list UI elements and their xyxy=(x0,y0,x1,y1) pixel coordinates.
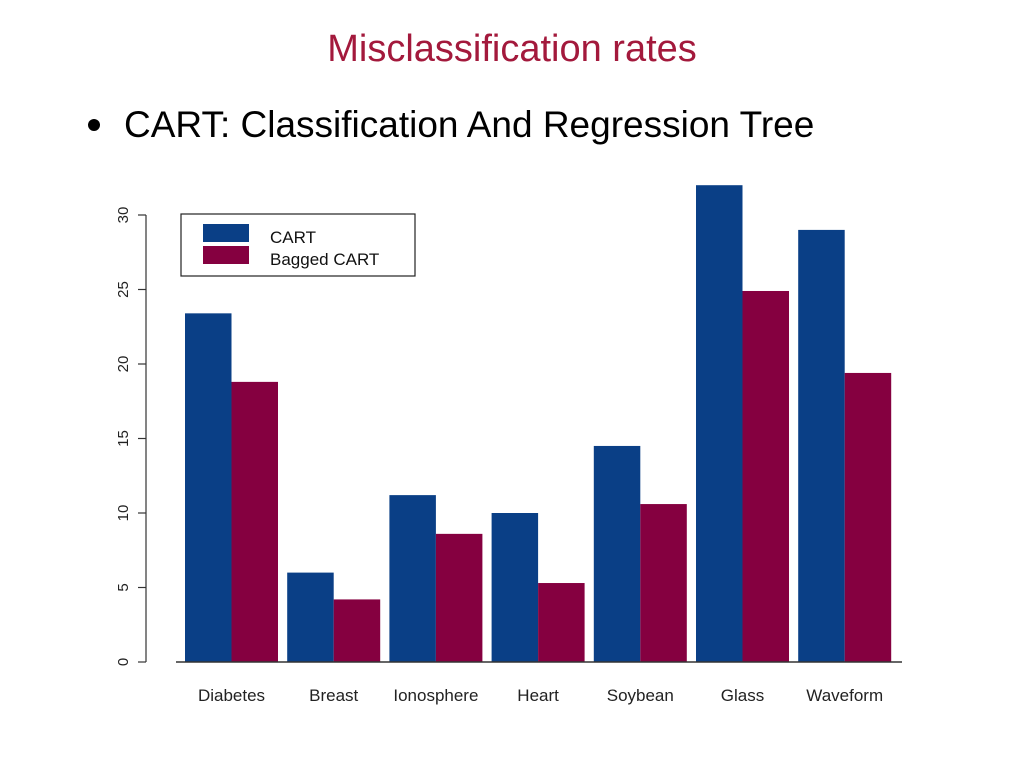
bar-breast-cart xyxy=(287,572,334,662)
bar-waveform-cart xyxy=(798,229,845,662)
bar-diabetes-bagged-cart xyxy=(231,381,278,662)
y-tick-label: 20 xyxy=(115,356,132,373)
bar-waveform-bagged-cart xyxy=(844,372,892,662)
bar-heart-cart xyxy=(491,513,539,662)
legend: CART Bagged CART xyxy=(180,213,416,277)
x-tick-label-glass: Glass xyxy=(721,686,764,705)
legend-swatch-bagged-cart xyxy=(203,246,249,264)
bars xyxy=(185,185,892,662)
bar-ionosphere-bagged-cart xyxy=(435,533,483,662)
y-tick-label: 10 xyxy=(115,505,132,522)
x-tick-label-soybean: Soybean xyxy=(607,686,674,705)
y-tick-label: 30 xyxy=(115,207,132,224)
bar-breast-bagged-cart xyxy=(333,599,381,662)
y-tick-label: 15 xyxy=(115,430,132,447)
x-tick-label-ionosphere: Ionosphere xyxy=(393,686,478,705)
legend-label-cart: CART xyxy=(270,228,316,247)
bullet-item: CART: Classification And Regression Tree xyxy=(88,104,814,146)
y-tick-label: 5 xyxy=(115,583,132,591)
bar-soybean-bagged-cart xyxy=(640,504,687,662)
slide-title: Misclassification rates xyxy=(327,28,697,70)
x-tick-label-breast: Breast xyxy=(309,686,358,705)
bullet-text: CART: Classification And Regression Tree xyxy=(124,104,815,145)
bar-ionosphere-cart xyxy=(389,495,436,662)
bar-diabetes-cart xyxy=(185,313,232,662)
x-tick-label-waveform: Waveform xyxy=(806,686,883,705)
legend-swatch-cart xyxy=(203,224,249,242)
y-tick-label: 25 xyxy=(115,281,132,298)
bar-glass-cart xyxy=(696,185,743,662)
bullet-icon xyxy=(88,119,100,131)
bar-glass-bagged-cart xyxy=(742,290,789,662)
x-axis-labels: Diabetes Breast Ionosphere Heart Soybean Glas… xyxy=(198,686,883,705)
bar-soybean-cart xyxy=(593,445,641,662)
y-axis: 0 5 10 15 20 25 30 xyxy=(115,207,147,666)
bar-heart-bagged-cart xyxy=(538,583,585,662)
legend-label-bagged-cart: Bagged CART xyxy=(270,250,379,269)
x-tick-label-heart: Heart xyxy=(517,686,559,705)
x-tick-label-diabetes: Diabetes xyxy=(198,686,265,705)
y-tick-label: 0 xyxy=(115,658,132,666)
